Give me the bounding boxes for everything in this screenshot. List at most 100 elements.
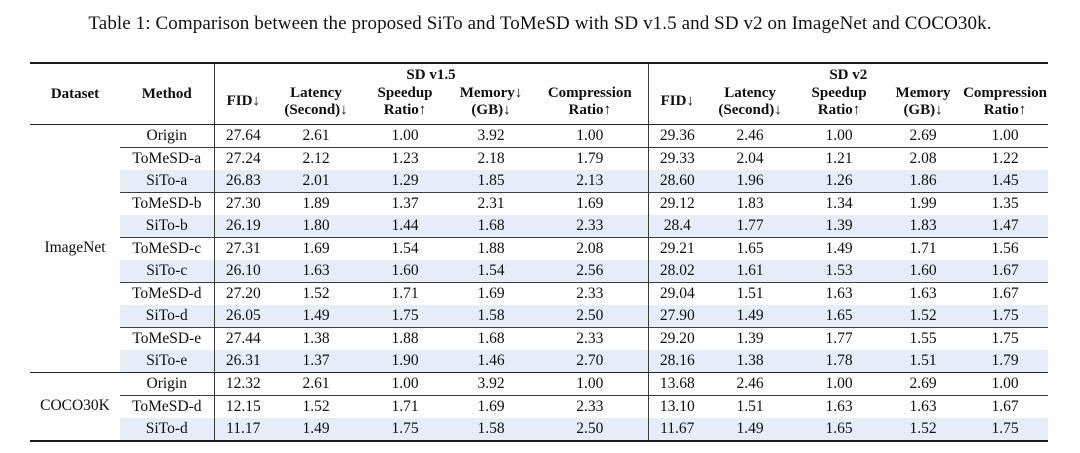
data-cell: 1.75	[360, 417, 450, 442]
col-header-latency-v15: Latency (Second)↓	[272, 83, 360, 125]
data-cell: 2.46	[706, 371, 795, 396]
table-caption: Table 1: Comparison between the proposed…	[88, 13, 992, 34]
data-cell: 1.65	[794, 304, 885, 328]
data-cell: 29.04	[647, 281, 707, 305]
data-cell: 3.92	[450, 371, 532, 396]
method-cell: SiTo-d	[120, 304, 214, 328]
data-cell: 26.05	[213, 304, 272, 328]
data-cell: 28.16	[647, 349, 707, 373]
data-cell: 28.02	[647, 259, 707, 283]
method-cell: SiTo-d	[120, 417, 214, 442]
data-cell: 1.00	[360, 371, 450, 396]
table-row: SiTo-a 26.83 2.01 1.29 1.85 2.13 28.60 1.96 1.26…	[30, 169, 1049, 193]
data-cell: 29.36	[647, 124, 707, 148]
data-cell: 1.00	[532, 371, 649, 396]
col-header-memory-v15: Memory↓ (GB)↓	[450, 83, 532, 125]
data-cell: 1.69	[450, 394, 532, 418]
data-cell: 12.32	[213, 371, 272, 396]
data-cell: 1.54	[450, 259, 532, 283]
data-cell: 1.68	[450, 326, 532, 350]
data-cell: 2.08	[532, 236, 649, 260]
data-cell: 1.51	[706, 394, 795, 418]
data-cell: 1.88	[360, 326, 450, 350]
data-cell: 1.51	[706, 281, 795, 305]
data-cell: 2.33	[532, 214, 649, 238]
data-cell: 13.10	[647, 394, 707, 418]
data-cell: 1.52	[272, 281, 360, 305]
data-cell: 1.56	[962, 236, 1049, 260]
data-cell: 1.65	[794, 417, 885, 442]
table-row: ToMeSD-b 27.30 1.89 1.37 2.31 1.69 29.12 1.83 1.…	[30, 191, 1049, 215]
data-cell: 1.88	[450, 236, 532, 260]
data-cell: 1.68	[450, 214, 532, 238]
data-cell: 27.30	[213, 191, 272, 215]
table-row: ToMeSD-d 12.15 1.52 1.71 1.69 2.33 13.10 1.51 1.…	[30, 394, 1049, 418]
data-cell: 1.77	[706, 214, 795, 238]
data-cell: 2.56	[532, 259, 649, 283]
column-header-row: FID↓ Latency (Second)↓ Speedup Ratio↑ Memo…	[30, 83, 1049, 125]
method-cell: ToMeSD-d	[120, 394, 214, 418]
table-row: COCO30K Origin 12.32 2.61 1.00 3.92 1.00 13.68 2…	[30, 371, 1049, 442]
data-cell: 1.53	[794, 259, 885, 283]
table-row: ToMeSD-e 27.44 1.38 1.88 1.68 2.33 29.20 1.39 1.…	[30, 326, 1049, 350]
data-cell: 1.89	[272, 191, 360, 215]
data-cell: 28.4	[647, 214, 707, 238]
data-cell: 1.21	[794, 146, 885, 170]
dataset-label: COCO30K	[30, 371, 120, 442]
method-cell: ToMeSD-a	[120, 146, 214, 170]
table-body: ImageNet Origin 27.64 2.61 1.00 3.92 1.00 29.36…	[30, 124, 1049, 442]
table-row: SiTo-d 11.17 1.49 1.75 1.58 2.50 11.67 1.49 1.65…	[30, 417, 1049, 442]
col-header-speedup-v2: Speedup Ratio↑	[794, 83, 885, 125]
data-cell: 2.31	[450, 191, 532, 215]
data-cell: 1.37	[272, 349, 360, 373]
data-cell: 1.00	[391, 126, 419, 144]
data-cell: 1.00	[962, 371, 1049, 396]
data-cell: 1.39	[706, 326, 795, 350]
data-cell: 1.63	[272, 259, 360, 283]
data-cell: 1.77	[794, 326, 885, 350]
table-row: SiTo-b 26.19 1.80 1.44 1.68 2.33 28.4 1.77 1.39 1…	[30, 214, 1049, 238]
data-cell: 1.37	[360, 191, 450, 215]
method-cell: ToMeSD-c	[120, 236, 214, 260]
col-header-fid-v2: FID↓	[647, 83, 707, 125]
data-cell: 11.67	[647, 417, 707, 442]
table-row: ImageNet Origin 27.64 2.61 1.00 3.92 1.00 29.36…	[30, 124, 1048, 373]
data-cell: 1.79	[962, 349, 1049, 373]
group-header-sd-v1-5: SD v1.5	[213, 62, 649, 84]
group-header-sd-v2: SD v2	[647, 62, 1049, 84]
data-cell: 1.38	[272, 326, 360, 350]
data-cell: 2.69	[909, 126, 937, 144]
data-cell: 1.58	[450, 417, 532, 442]
data-cell: 1.78	[794, 349, 885, 373]
data-cell: 29.12	[647, 191, 707, 215]
col-header-compression-v15: Compression Ratio↑	[532, 83, 649, 125]
method-cell: SiTo-e	[120, 349, 214, 373]
table-row: SiTo-d 26.05 1.49 1.75 1.58 2.50 27.90 1.49 1.65…	[30, 304, 1049, 328]
data-cell: 1.96	[706, 169, 795, 193]
data-cell: 1.58	[450, 304, 532, 328]
data-cell: 1.67	[962, 281, 1049, 305]
data-cell: 1.80	[272, 214, 360, 238]
data-cell: 2.04	[706, 146, 795, 170]
data-cell: 1.75	[962, 326, 1049, 350]
table-row: ToMeSD-d 27.20 1.52 1.71 1.69 2.33 29.04 1.51 1.…	[30, 281, 1049, 305]
data-cell: 1.75	[962, 304, 1049, 328]
method-cell: ToMeSD-b	[120, 191, 214, 215]
data-cell: 1.35	[962, 191, 1049, 215]
col-header-memory-v2: Memory (GB)↓	[884, 83, 963, 125]
data-cell: 26.31	[213, 349, 272, 373]
data-cell: 1.00	[576, 126, 604, 144]
method-cell: Origin	[120, 371, 214, 396]
data-cell: 29.21	[647, 236, 707, 260]
data-cell: 1.49	[794, 236, 885, 260]
comparison-table: Dataset Method SD v1.5 SD v2 FID↓ Latenc…	[30, 61, 1049, 442]
data-cell: 1.23	[360, 146, 450, 170]
data-cell: 1.00	[991, 126, 1019, 144]
data-cell: 26.19	[213, 214, 272, 238]
data-cell: 2.01	[272, 169, 360, 193]
data-cell: 1.63	[884, 394, 963, 418]
data-cell: 1.69	[272, 236, 360, 260]
data-cell: 27.24	[213, 146, 272, 170]
data-cell: 1.46	[450, 349, 532, 373]
data-cell: 1.52	[884, 304, 963, 328]
